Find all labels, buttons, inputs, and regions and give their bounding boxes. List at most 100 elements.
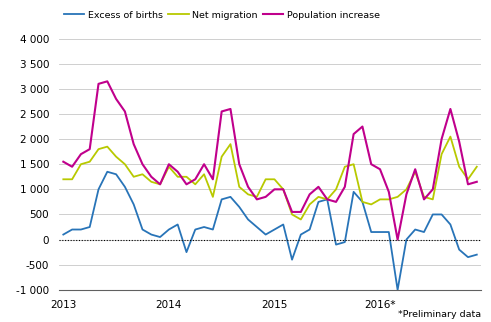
Net migration (184, 175, 190, 179)
Population increase (333, 200, 339, 204)
Excess of births (386, 230, 392, 234)
Net migration (263, 177, 269, 181)
Excess of births (69, 228, 75, 232)
Population increase (430, 187, 436, 191)
Population increase (395, 238, 401, 242)
Net migration (395, 195, 401, 199)
Net migration (87, 160, 93, 164)
Net migration (289, 213, 295, 216)
Population increase (272, 187, 277, 191)
Excess of births (113, 172, 119, 176)
Net migration (280, 187, 286, 191)
Excess of births (60, 232, 66, 236)
Population increase (386, 190, 392, 194)
Excess of births (368, 230, 374, 234)
Excess of births (307, 228, 313, 232)
Net migration (386, 197, 392, 201)
Population increase (404, 193, 409, 196)
Excess of births (438, 213, 444, 216)
Net migration (447, 135, 453, 138)
Net migration (412, 170, 418, 174)
Excess of births (131, 203, 136, 206)
Excess of births (218, 197, 224, 201)
Net migration (456, 165, 462, 169)
Excess of births (421, 230, 427, 234)
Excess of births (377, 230, 383, 234)
Net migration (175, 175, 181, 179)
Net migration (272, 177, 277, 181)
Population increase (263, 195, 269, 199)
Excess of births (210, 228, 216, 232)
Text: *Preliminary data: *Preliminary data (398, 310, 481, 319)
Excess of births (157, 235, 163, 239)
Population increase (60, 160, 66, 164)
Excess of births (78, 228, 84, 232)
Population increase (342, 185, 348, 189)
Excess of births (184, 250, 190, 254)
Excess of births (456, 248, 462, 251)
Excess of births (122, 185, 128, 189)
Population increase (421, 197, 427, 201)
Population increase (368, 162, 374, 166)
Net migration (474, 165, 480, 169)
Line: Excess of births: Excess of births (63, 172, 477, 290)
Excess of births (333, 243, 339, 247)
Net migration (131, 175, 136, 179)
Population increase (324, 197, 330, 201)
Population increase (210, 177, 216, 181)
Net migration (113, 155, 119, 159)
Population increase (438, 137, 444, 141)
Net migration (377, 197, 383, 201)
Net migration (351, 162, 356, 166)
Excess of births (245, 218, 251, 222)
Population increase (254, 197, 260, 201)
Net migration (254, 195, 260, 199)
Net migration (227, 142, 233, 146)
Population increase (465, 182, 471, 186)
Population increase (157, 182, 163, 186)
Population increase (298, 210, 304, 214)
Net migration (236, 185, 242, 189)
Excess of births (324, 197, 330, 201)
Excess of births (96, 187, 102, 191)
Excess of births (359, 200, 365, 204)
Net migration (105, 145, 110, 148)
Population increase (175, 170, 181, 174)
Population increase (351, 132, 356, 136)
Excess of births (474, 253, 480, 257)
Net migration (166, 165, 172, 169)
Population increase (236, 162, 242, 166)
Excess of births (139, 228, 145, 232)
Population increase (113, 97, 119, 101)
Population increase (218, 109, 224, 113)
Net migration (78, 162, 84, 166)
Net migration (324, 197, 330, 201)
Net migration (298, 218, 304, 222)
Population increase (184, 182, 190, 186)
Population increase (166, 162, 172, 166)
Population increase (377, 167, 383, 171)
Excess of births (227, 195, 233, 199)
Excess of births (404, 238, 409, 242)
Excess of births (105, 170, 110, 174)
Excess of births (351, 190, 356, 194)
Net migration (465, 177, 471, 181)
Population increase (87, 147, 93, 151)
Excess of births (395, 288, 401, 292)
Net migration (122, 162, 128, 166)
Population increase (316, 185, 322, 189)
Population increase (280, 187, 286, 191)
Net migration (316, 195, 322, 199)
Excess of births (148, 232, 154, 236)
Population increase (105, 80, 110, 83)
Excess of births (465, 255, 471, 259)
Population increase (447, 107, 453, 111)
Net migration (368, 203, 374, 206)
Population increase (131, 142, 136, 146)
Excess of births (87, 225, 93, 229)
Excess of births (430, 213, 436, 216)
Excess of births (263, 232, 269, 236)
Legend: Excess of births, Net migration, Population increase: Excess of births, Net migration, Populat… (64, 11, 380, 20)
Net migration (139, 172, 145, 176)
Net migration (359, 200, 365, 204)
